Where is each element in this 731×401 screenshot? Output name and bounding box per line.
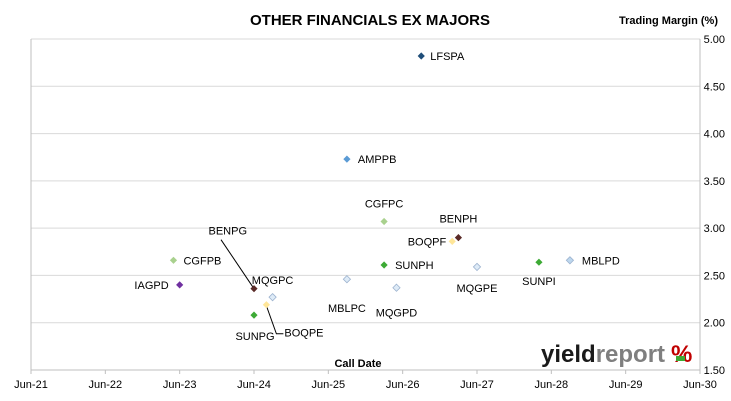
- x-tick-label: Jun-25: [312, 379, 346, 391]
- axes: [30, 39, 701, 374]
- gridlines: [31, 38, 700, 371]
- logo-green-bar: [676, 356, 685, 361]
- y-tick-label: 4.50: [704, 81, 725, 93]
- point-label-benph: BENPH: [439, 214, 477, 226]
- svg-text:yieldreport: yieldreport: [541, 341, 665, 368]
- point-marker-lfspa: [417, 52, 425, 60]
- x-tick-label: Jun-27: [460, 379, 494, 391]
- point-marker-boqpe: [262, 301, 270, 309]
- point-marker-amppb: [343, 155, 351, 163]
- x-tick-labels: Jun-21 Jun-22 Jun-23 Jun-24 Jun-25 Jun-26 Jun-…: [14, 379, 717, 391]
- point-label-boqpe: BOQPE: [284, 328, 323, 340]
- point-marker-iagpd: [176, 281, 184, 289]
- logo-text-yield: yield: [541, 341, 596, 368]
- point-label-cgfpb: CGFPB: [183, 255, 221, 267]
- y-tick-label: 3.00: [704, 223, 725, 235]
- y-tick-label: 4.00: [704, 129, 725, 141]
- y-tick-labels: 1.50 2.00 2.50 3.00 3.50 4.00 4.50 5.00: [704, 34, 725, 377]
- logo-text-report: report: [596, 341, 665, 368]
- x-tick-label: Jun-30: [683, 379, 717, 391]
- x-tick-label: Jun-26: [386, 379, 420, 391]
- y-axis-label: Trading Margin (%): [619, 15, 718, 27]
- point-marker-mqgpc: [268, 293, 277, 302]
- logo-percent-mark: %: [671, 341, 692, 368]
- point-marker-mqgpd: [392, 283, 401, 292]
- point-label-mqgpd: MQGPD: [376, 308, 418, 320]
- point-label-mqgpc: MQGPC: [252, 275, 294, 287]
- point-label-amppb: AMPPB: [358, 154, 397, 166]
- point-label-iagpd: IAGPD: [134, 280, 168, 292]
- point-marker-mblpd: [565, 256, 575, 265]
- point-marker-sunpg: [250, 311, 258, 319]
- x-tick-label: Jun-21: [14, 379, 48, 391]
- point-labels: LFSPA AMPPB CGFPC BENPH BOQPF CGFPB SUNPH SUNPI…: [134, 51, 619, 343]
- y-tick-label: 5.00: [704, 34, 725, 46]
- point-label-mblpc: MBLPC: [328, 303, 366, 315]
- yieldreport-logo: yieldreport %: [541, 341, 692, 368]
- point-label-sunpg: SUNPG: [235, 331, 274, 343]
- y-tick-label: 2.50: [704, 270, 725, 282]
- chart-title: OTHER FINANCIALS EX MAJORS: [250, 12, 490, 29]
- point-marker-mqgpe: [472, 262, 482, 272]
- point-marker-mblpc: [342, 275, 352, 284]
- point-label-benpg: BENPG: [208, 226, 247, 238]
- x-tick-label: Jun-24: [237, 379, 271, 391]
- y-tick-label: 3.50: [704, 176, 725, 188]
- point-label-cgfpc: CGFPC: [365, 199, 404, 211]
- point-label-sunpi: SUNPI: [522, 276, 556, 288]
- x-tick-label: Jun-23: [163, 379, 197, 391]
- leader-line-benpg: [220, 239, 255, 289]
- point-marker-benph: [454, 234, 463, 242]
- y-tick-label: 1.50: [704, 365, 725, 377]
- point-label-mqgpe: MQGPE: [457, 283, 498, 295]
- leader-line-boqpe: [265, 305, 284, 335]
- point-label-sunph: SUNPH: [395, 260, 434, 272]
- x-axis-label: Call Date: [334, 358, 381, 370]
- y-tick-label: 2.00: [704, 318, 725, 330]
- point-marker-benpg: [250, 285, 258, 293]
- data-points: [169, 52, 575, 319]
- point-marker-sunph: [380, 261, 388, 269]
- leader-lines: [220, 239, 284, 335]
- x-tick-label: Jun-22: [89, 379, 123, 391]
- x-tick-label: Jun-28: [535, 379, 569, 391]
- point-marker-cgfpc: [380, 217, 388, 226]
- point-label-lfspa: LFSPA: [430, 51, 465, 63]
- point-label-boqpf: BOQPF: [408, 236, 447, 248]
- x-tick-label: Jun-29: [609, 379, 643, 391]
- point-marker-cgfpb: [169, 256, 178, 264]
- point-marker-boqpf: [448, 237, 456, 245]
- point-label-mblpd: MBLPD: [582, 255, 620, 267]
- point-marker-sunpi: [535, 258, 543, 266]
